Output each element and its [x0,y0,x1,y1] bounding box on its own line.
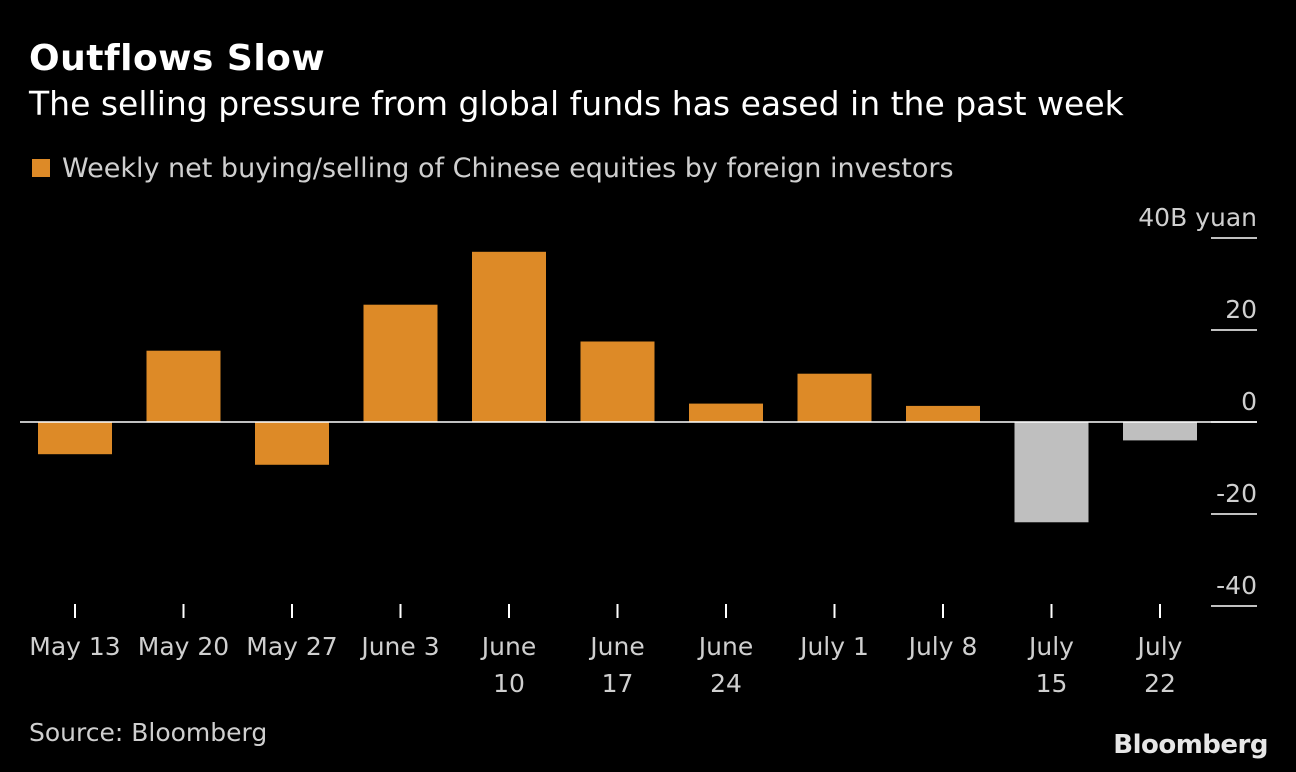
x-tick-label: July 1 [798,632,869,661]
bar [1123,422,1197,441]
x-tick-label: May 20 [138,632,229,661]
bar [689,403,763,422]
x-tick-label: May 27 [246,632,337,661]
legend: Weekly net buying/selling of Chinese equ… [32,152,954,184]
chart-title: Outflows Slow [29,38,326,79]
bar [797,373,872,422]
y-tick-label: 20 [1225,295,1257,324]
x-tick-label: July 15 [1027,632,1074,698]
bar [580,341,655,422]
bar [1014,422,1089,523]
bar [255,422,329,465]
y-tick-label: 40B yuan [1138,203,1257,232]
legend-label: Weekly net buying/selling of Chinese equ… [62,152,954,184]
y-tick-label: 0 [1241,387,1257,416]
y-tick-label: -40 [1216,571,1257,600]
x-tick-label: June 3 [359,632,439,661]
x-tick-label: June 17 [588,632,644,698]
x-tick-label: June 10 [480,632,536,698]
x-tick-label: June 24 [697,632,753,698]
x-tick-label: May 13 [29,632,120,661]
bar [906,405,980,422]
x-tick-label: July 8 [907,632,978,661]
source-note: Source: Bloomberg [29,718,268,747]
chart-subtitle: The selling pressure from global funds h… [29,84,1124,123]
bar [146,350,221,422]
bloomberg-logo: Bloomberg [1113,730,1268,760]
bar [38,422,112,455]
bar [472,251,546,422]
x-tick-label: July 22 [1136,632,1183,698]
bar [363,304,438,422]
legend-swatch [32,159,50,177]
y-tick-label: -20 [1216,479,1257,508]
